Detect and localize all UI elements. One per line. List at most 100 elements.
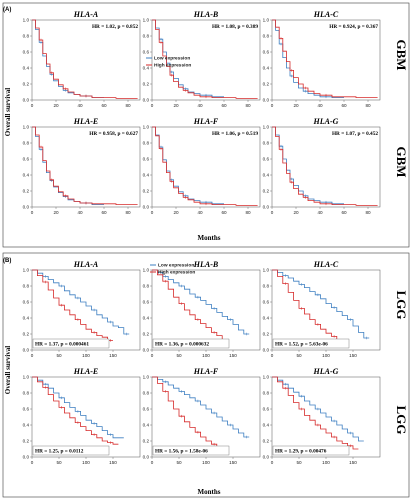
y-tick-label: 1.0	[23, 268, 30, 273]
hr-annotation: HR = 1.02, p = 0.852	[92, 24, 138, 30]
plot-frame	[151, 126, 261, 208]
x-tick-label: 0	[31, 460, 34, 465]
x-tick-label: 20	[173, 210, 179, 215]
y-tick-label: 0.8	[263, 284, 270, 289]
y-tick-label: 0.2	[263, 332, 270, 337]
y-tick-label: 0.2	[23, 332, 30, 337]
km-plot-a-hla-b: HLA-B 0.0 0.2 0.4 0.6 0.8 1.0 0 20 40 60 80 HR = 1.0…	[143, 10, 261, 108]
y-tick-label: 0.8	[263, 391, 270, 396]
plot-frame	[31, 19, 141, 101]
hr-box	[32, 338, 110, 349]
x-tick-label: 0	[271, 353, 274, 358]
series-low-line	[152, 19, 224, 98]
x-tick-label: 40	[197, 103, 203, 108]
hr-annotation: HR = 1.07, p = 0.452	[332, 131, 378, 137]
series-low-line	[32, 19, 104, 98]
y-tick-label: 1.0	[263, 268, 270, 273]
x-tick-label: 0	[151, 103, 154, 108]
y-tick-label: 0.6	[263, 407, 270, 412]
y-tick-label: 0.8	[143, 391, 150, 396]
y-tick-label: 0.4	[263, 173, 270, 178]
hr-annotation: HR = 1.08, p = 0.389	[212, 24, 258, 30]
km-plot-b-hla-a: HLA-A 0.0 0.2 0.4 0.6 0.8 1.0 0 50 100 150 HR = 1.3…	[23, 260, 141, 358]
legend-low-label: Low expression	[158, 263, 194, 269]
gene-title: HLA-F	[193, 367, 219, 376]
y-tick-label: 0.8	[23, 284, 30, 289]
x-tick-label: 60	[101, 103, 107, 108]
y-tick-label: 0.6	[263, 50, 270, 55]
x-tick-label: 60	[341, 210, 347, 215]
x-tick-label: 20	[53, 103, 59, 108]
y-tick-label: 0.4	[143, 316, 150, 321]
plot-frame	[151, 19, 261, 101]
y-tick-label: 0.0	[143, 98, 150, 103]
y-tick-label: 0.8	[23, 141, 30, 146]
panel-b-letter: (B)	[3, 258, 11, 264]
x-tick-label: 40	[77, 103, 83, 108]
x-tick-label: 50	[176, 353, 182, 358]
y-tick-label: 1.0	[143, 375, 150, 380]
x-tick-label: 0	[271, 210, 274, 215]
y-tick-label: 0.0	[23, 455, 30, 460]
series-high-line	[32, 19, 138, 99]
series-low-line	[32, 126, 104, 205]
panel-a-frame	[2, 2, 410, 248]
km-plot-b-hla-f: HLA-F 0.0 0.2 0.4 0.6 0.8 1.0 0 50 100 150 HR = 1.5…	[143, 367, 261, 465]
x-tick-label: 60	[101, 210, 107, 215]
panel-b-cancer-label-top: LGG	[394, 291, 409, 320]
series-high-line	[152, 269, 228, 340]
x-tick-label: 80	[125, 103, 131, 108]
series-low-line	[272, 269, 370, 339]
x-tick-label: 80	[365, 210, 371, 215]
y-tick-label: 0.0	[263, 205, 270, 210]
x-tick-label: 150	[229, 460, 237, 465]
x-tick-label: 80	[365, 103, 371, 108]
x-tick-label: 20	[53, 210, 59, 215]
panel-a-y-label: Overall survival	[4, 88, 12, 136]
hr-box	[152, 338, 230, 349]
gene-title: HLA-A	[73, 10, 99, 19]
y-tick-label: 0.8	[23, 391, 30, 396]
panel-b-x-label: Months	[198, 488, 221, 496]
x-tick-label: 20	[293, 210, 299, 215]
plot-frame	[271, 19, 381, 101]
plot-frame	[151, 376, 261, 458]
x-tick-label: 60	[221, 103, 227, 108]
y-tick-label: 0.2	[143, 189, 150, 194]
y-tick-label: 0.2	[23, 189, 30, 194]
series-high-line	[272, 269, 348, 343]
y-tick-label: 1.0	[143, 125, 150, 130]
km-plots: HLA-A 0.0 0.2 0.4 0.6 0.8 1.0 0 20 40 60 80 HR = 1.0…	[23, 10, 381, 465]
y-tick-label: 0.2	[143, 82, 150, 87]
plot-frame	[31, 126, 141, 208]
hr-annotation: HR = 1.25, p = 0.0112	[35, 448, 84, 454]
hr-annotation: HR = 1.56, p = 1.58e-06	[155, 448, 208, 454]
x-tick-label: 40	[317, 210, 323, 215]
x-tick-label: 60	[221, 210, 227, 215]
panel-a-letter: (A)	[3, 7, 11, 13]
x-tick-label: 100	[322, 353, 330, 358]
x-tick-label: 80	[245, 210, 251, 215]
y-tick-label: 0.2	[23, 82, 30, 87]
y-tick-label: 0.2	[263, 82, 270, 87]
x-tick-label: 0	[31, 210, 34, 215]
gene-title: HLA-C	[313, 260, 339, 269]
series-low-line	[152, 269, 250, 335]
hr-annotation: HR = 1.06, p = 0.519	[212, 131, 258, 137]
y-tick-label: 0.2	[263, 439, 270, 444]
y-tick-label: 0.2	[143, 439, 150, 444]
y-tick-label: 0.0	[23, 348, 30, 353]
x-tick-label: 150	[349, 460, 357, 465]
y-tick-label: 0.2	[23, 439, 30, 444]
series-low-line	[272, 126, 344, 205]
x-tick-label: 0	[151, 353, 154, 358]
gene-title: HLA-E	[73, 367, 98, 376]
y-tick-label: 0.2	[143, 332, 150, 337]
series-low-line	[32, 376, 124, 439]
y-tick-label: 1.0	[263, 125, 270, 130]
hr-annotation: HR = 1.36, p = 0.000632	[155, 341, 209, 347]
series-high-line	[32, 126, 138, 205]
y-tick-label: 0.8	[143, 34, 150, 39]
km-plot-b-hla-g: HLA-G 0.0 0.2 0.4 0.6 0.8 1.0 0 50 100 150 HR = 1.2…	[263, 367, 381, 465]
